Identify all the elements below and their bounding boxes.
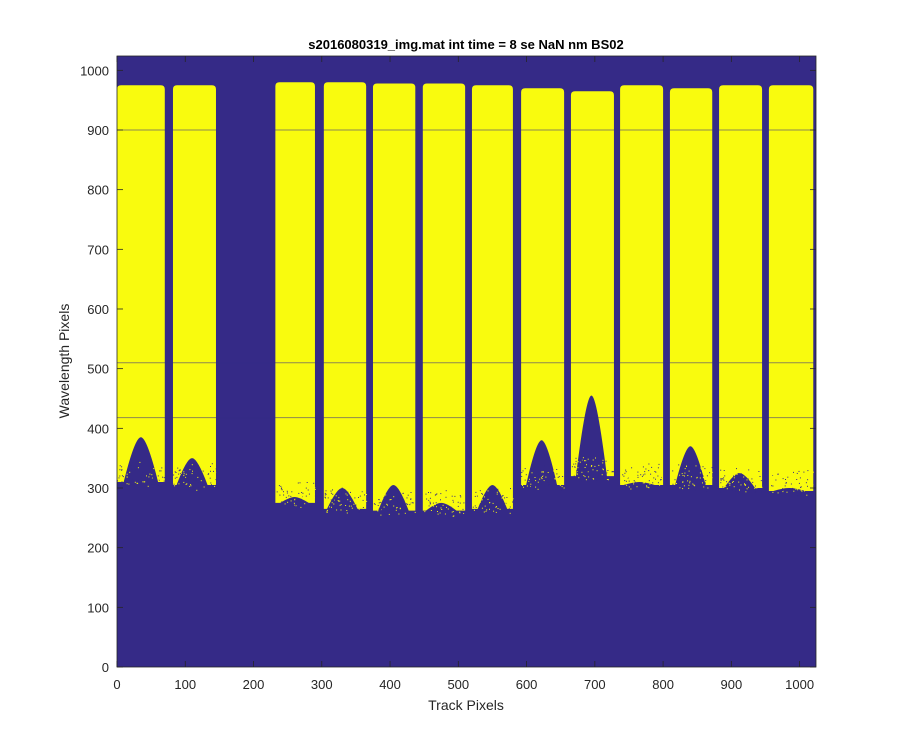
band-fringe-5 [373,489,416,517]
saturated-bands [117,82,814,518]
saturated-band-10 [620,85,664,486]
horizontal-artifact-lines [117,129,816,419]
x-axis: 0 100 200 300 400 500 600 700 800 900 1000 [113,56,814,692]
chart-title: s2016080319_img.mat int time = 8 se NaN … [308,37,623,52]
band-fringe-4 [324,487,368,514]
x-tick-label: 100 [174,677,196,692]
y-tick-label: 900 [87,123,109,138]
y-tick-label: 200 [87,541,109,556]
y-tick-label: 700 [87,242,109,257]
x-tick-label: 800 [652,677,674,692]
band-fringe-10 [620,463,663,491]
y-tick-label: 600 [87,302,109,317]
band-fringe-3 [275,482,316,509]
saturated-band-8 [521,88,565,486]
x-axis-label: Track Pixels [428,697,504,713]
y-tick-label: 0 [102,660,109,675]
x-tick-label: 700 [584,677,606,692]
band-fringe-11 [670,464,713,492]
band-fringe-13 [771,469,814,497]
x-tick-label: 900 [721,677,743,692]
band-fringe-7 [472,488,514,514]
plot-area [116,55,817,668]
y-tick-label: 800 [87,183,109,198]
y-axis: 0 100 200 300 400 500 600 700 800 900 1000 [80,63,816,675]
saturated-band-6 [422,83,466,511]
x-tick-label: 600 [516,677,538,692]
y-tick-label: 400 [87,421,109,436]
y-tick-label: 1000 [80,63,109,78]
y-axis-label: Wavelength Pixels [56,304,72,419]
saturated-band-4 [323,82,367,509]
saturated-band-5 [372,83,416,511]
band-fringe-2 [173,463,217,491]
band-fringe-1 [117,461,165,489]
x-tick-label: 500 [447,677,469,692]
axes-frame [116,55,817,668]
x-tick-label: 0 [113,677,120,692]
x-tick-label: 400 [379,677,401,692]
saturated-band-7 [471,85,513,509]
saturated-band-1 [117,85,165,483]
band-fringe-12 [719,468,763,494]
x-tick-label: 1000 [785,677,814,692]
band-fringe-9 [571,457,614,482]
y-tick-label: 100 [87,600,109,615]
y-tick-label: 500 [87,362,109,377]
x-tick-label: 200 [243,677,265,692]
saturated-band-2 [172,85,216,486]
x-tick-label: 300 [311,677,333,692]
saturated-band-9 [570,91,614,477]
saturated-band-13 [768,85,814,491]
band-fringe-6 [423,490,465,518]
band-fringe-8 [521,465,565,491]
y-tick-label: 300 [87,481,109,496]
saturated-band-12 [719,85,763,488]
saturated-band-3 [275,82,315,503]
saturated-band-11 [669,88,713,486]
